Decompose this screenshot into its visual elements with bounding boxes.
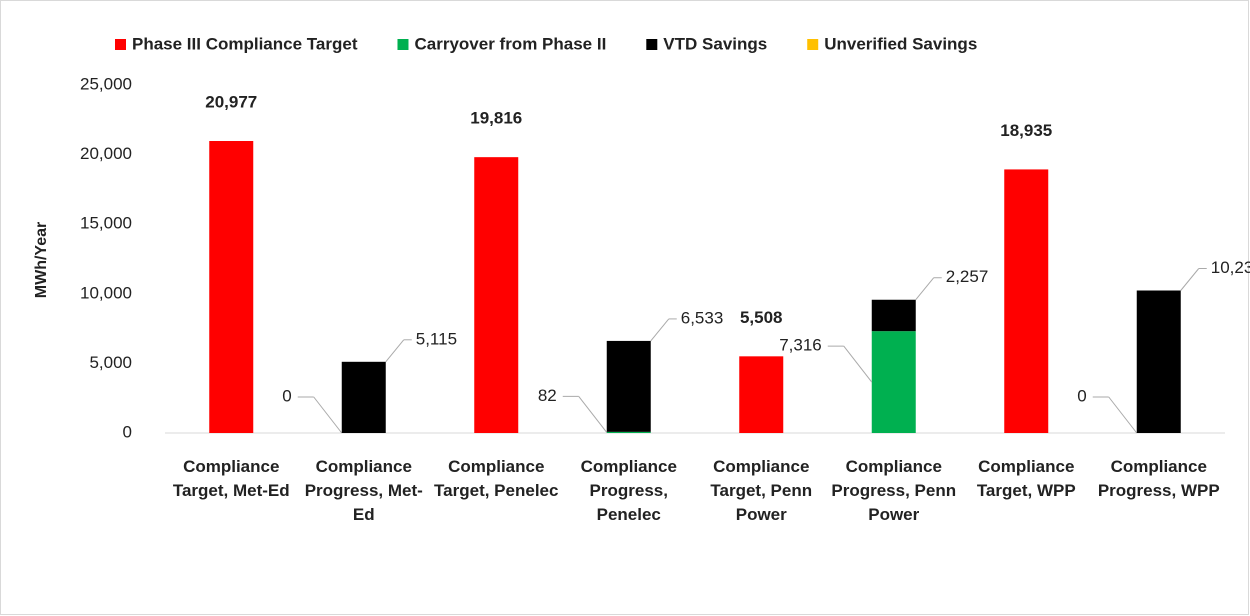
value-label: 5,508 xyxy=(740,308,783,327)
x-tick-label: Compliance Target, Penelec xyxy=(434,457,559,500)
legend-swatch xyxy=(397,39,409,50)
leader-line xyxy=(843,345,873,383)
leader-line xyxy=(915,277,935,301)
value-label: 10,237 xyxy=(1211,258,1250,277)
y-tick-label: 25,000 xyxy=(80,74,132,93)
value-label: 82 xyxy=(538,386,557,405)
bar-segment xyxy=(1004,169,1049,433)
leader-line xyxy=(578,396,608,433)
bar-segment xyxy=(871,331,916,433)
y-axis-title: MWh/Year xyxy=(33,222,50,298)
leader-line xyxy=(385,339,405,363)
legend-label: Carryover from Phase II xyxy=(414,34,606,53)
bar-segment xyxy=(739,356,784,433)
bar-segment xyxy=(871,299,916,332)
legend-swatch xyxy=(807,39,819,50)
value-label: 19,816 xyxy=(470,109,522,128)
legend-label: VTD Savings xyxy=(663,34,767,53)
y-tick-label: 0 xyxy=(123,422,132,441)
value-label: 20,977 xyxy=(205,92,257,111)
y-tick-label: 5,000 xyxy=(89,353,132,372)
y-tick-label: 20,000 xyxy=(80,144,132,163)
y-tick-label: 15,000 xyxy=(80,214,132,233)
value-label: 0 xyxy=(282,386,291,405)
bar-segment xyxy=(341,361,386,433)
bar-segment xyxy=(474,157,519,433)
x-tick-label: Compliance Progress, Penelec xyxy=(580,457,677,524)
bar-segment xyxy=(1136,290,1181,433)
leader-line xyxy=(650,318,670,342)
leader-line xyxy=(313,396,343,434)
x-tick-label: Compliance Progress, Met-Ed xyxy=(304,457,423,524)
value-label: 6,533 xyxy=(681,308,724,327)
value-label: 2,257 xyxy=(946,267,989,286)
x-tick-label: Compliance Target, Met-Ed xyxy=(172,457,290,500)
legend-label: Unverified Savings xyxy=(824,34,977,53)
value-label: 7,316 xyxy=(779,336,822,355)
bar-segment xyxy=(606,431,651,433)
x-tick-label: Compliance Progress, Penn Power xyxy=(831,457,957,524)
bar-segment xyxy=(209,141,254,433)
bar-segment xyxy=(606,340,651,432)
value-label: 5,115 xyxy=(416,329,457,348)
x-tick-label: Compliance Target, Penn Power xyxy=(710,457,813,524)
legend-swatch xyxy=(115,39,126,50)
legend-swatch xyxy=(646,39,658,50)
x-tick-label: Compliance Target, WPP xyxy=(976,457,1076,500)
x-tick-label: Compliance Progress, WPP xyxy=(1097,457,1220,500)
value-label: 0 xyxy=(1077,386,1086,405)
leader-line xyxy=(1180,268,1200,291)
value-label: 18,935 xyxy=(1000,121,1052,140)
y-tick-label: 10,000 xyxy=(80,283,132,302)
leader-line xyxy=(1108,396,1138,434)
legend-label: Phase III Compliance Target xyxy=(132,34,358,53)
